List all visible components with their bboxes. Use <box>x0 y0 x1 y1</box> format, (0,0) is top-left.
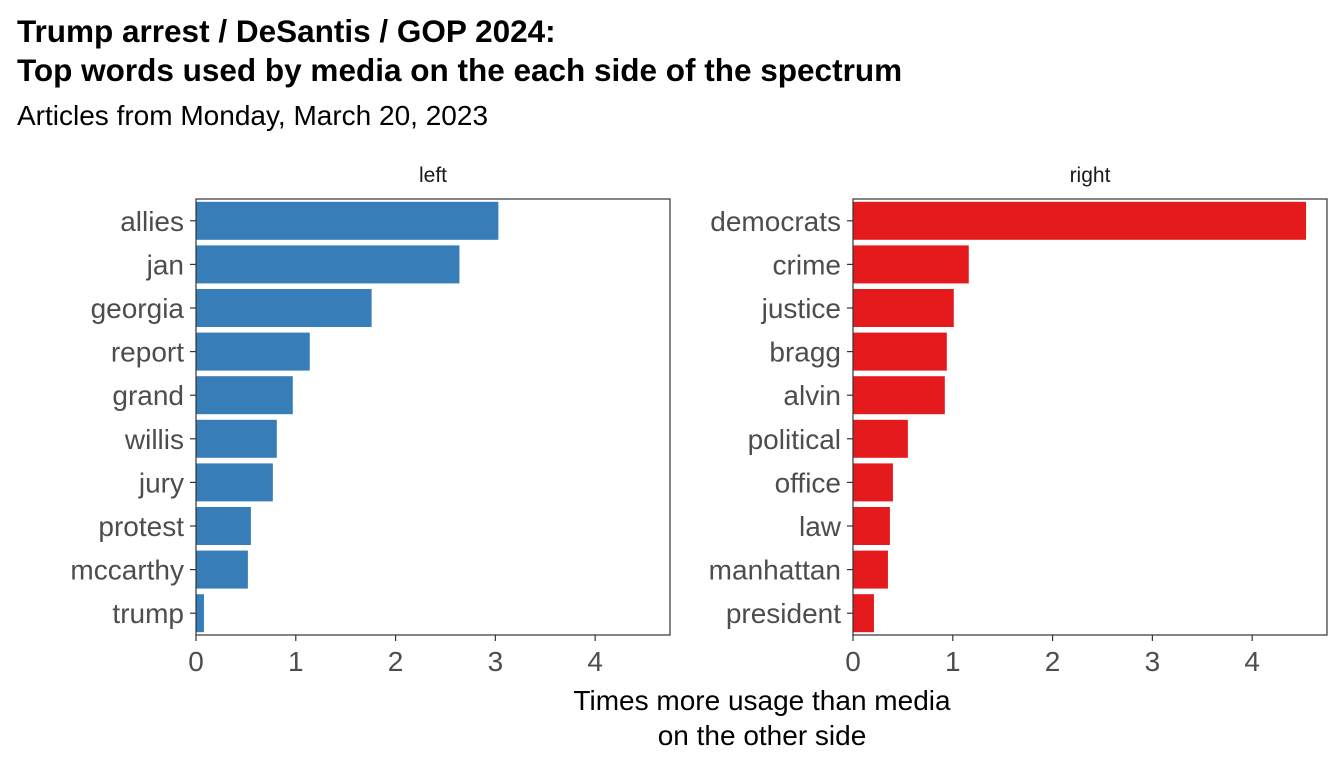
x-axis-title-line-2: on the other side <box>658 720 867 751</box>
facet-right: right democrats crime justice bragg alvin poli… <box>709 164 1328 677</box>
bar-president <box>853 594 874 633</box>
bar-grand <box>196 376 293 415</box>
category-label-grand: grand <box>112 380 184 411</box>
category-label-bragg: bragg <box>769 337 841 368</box>
category-label-allies: allies <box>120 206 184 237</box>
category-label-president: president <box>726 598 841 629</box>
bar-democrats <box>853 201 1307 240</box>
x-tick-label: 4 <box>587 646 603 677</box>
bar-mccarthy <box>196 550 248 589</box>
bar-law <box>853 507 890 545</box>
chart-title-line-1: Trump arrest / DeSantis / GOP 2024: <box>17 13 556 49</box>
panel-border <box>852 198 1328 636</box>
category-label-law: law <box>799 511 842 542</box>
x-tick-label: 3 <box>1145 646 1161 677</box>
x-tick-label: 0 <box>845 646 861 677</box>
bar-report <box>196 332 310 371</box>
category-label-justice: justice <box>761 293 841 324</box>
bar-jan <box>196 245 460 284</box>
chart-subtitle: Articles from Monday, March 20, 2023 <box>17 100 489 131</box>
chart-title-line-2: Top words used by media on the each side… <box>17 52 903 88</box>
bar-alvin <box>853 376 945 415</box>
x-tick-label: 1 <box>945 646 961 677</box>
bar-jury <box>196 463 273 502</box>
x-tick-label: 1 <box>288 646 304 677</box>
category-label-trump: trump <box>112 598 184 629</box>
x-tick-label: 3 <box>488 646 504 677</box>
x-tick-label: 2 <box>1045 646 1061 677</box>
category-label-georgia: georgia <box>91 293 185 324</box>
bar-bragg <box>853 332 947 371</box>
facets: left allies jan georgia report grand willis jur… <box>70 164 1328 677</box>
bar-protest <box>196 507 251 545</box>
category-label-political: political <box>748 424 841 455</box>
x-tick-label: 0 <box>188 646 204 677</box>
bar-trump <box>196 594 204 633</box>
x-axis-title-line-1: Times more usage than media <box>573 685 951 716</box>
x-tick-label: 2 <box>388 646 404 677</box>
facet-left: left allies jan georgia report grand willis jur… <box>70 164 671 677</box>
bar-willis <box>196 419 277 458</box>
panel-border <box>195 198 671 636</box>
bar-office <box>853 463 893 502</box>
bar-allies <box>196 201 499 240</box>
chart-title: Trump arrest / DeSantis / GOP 2024: Top … <box>17 12 902 90</box>
bar-political <box>853 419 908 458</box>
category-label-office: office <box>775 467 841 498</box>
category-label-manhattan: manhattan <box>709 555 841 586</box>
category-label-report: report <box>111 337 184 368</box>
category-label-crime: crime <box>773 249 841 280</box>
category-label-jan: jan <box>146 249 184 280</box>
bar-manhattan <box>853 550 888 589</box>
bar-crime <box>853 245 969 284</box>
bar-georgia <box>196 289 372 327</box>
x-tick-label: 4 <box>1244 646 1260 677</box>
bar-justice <box>853 289 954 327</box>
category-label-democrats: democrats <box>710 206 841 237</box>
category-label-jury: jury <box>138 467 184 498</box>
facet-strip-label: left <box>419 164 447 187</box>
category-label-willis: willis <box>124 424 184 455</box>
category-label-alvin: alvin <box>783 380 841 411</box>
facet-strip-label: right <box>1070 164 1111 187</box>
category-label-mccarthy: mccarthy <box>70 555 184 586</box>
category-label-protest: protest <box>98 511 184 542</box>
